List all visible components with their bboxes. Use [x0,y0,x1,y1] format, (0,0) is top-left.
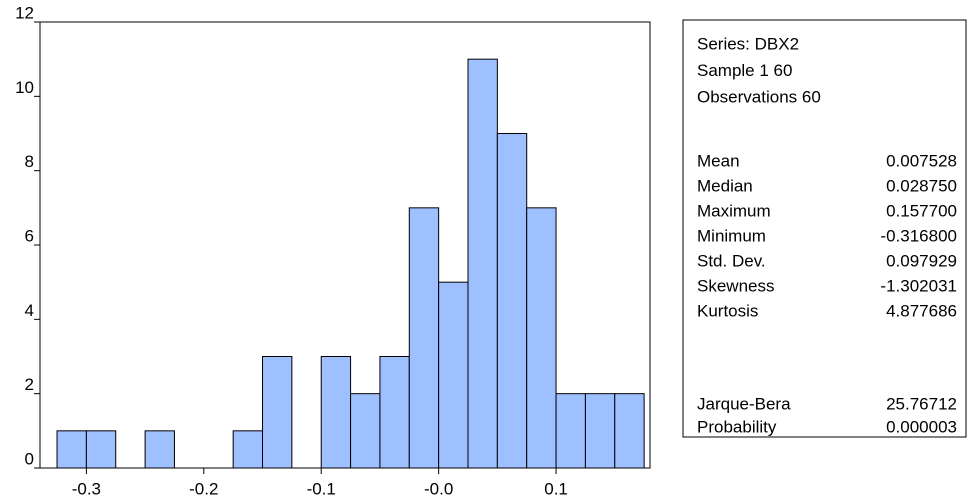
stats-box [682,19,967,438]
stat-label: Kurtosis [697,301,758,320]
histogram-bar [320,356,352,469]
stats-header: Observations 60 [697,87,821,106]
histogram-bar [85,430,117,469]
test-value: 0.000003 [886,417,957,436]
histogram-bar [232,430,264,469]
y-tick-label: 0 [25,449,34,468]
test-label: Probability [697,417,777,436]
stat-label: Minimum [697,226,766,245]
stat-value: -0.316800 [880,226,957,245]
test-label: Jarque-Bera [697,394,791,413]
x-tick-label: -0.1 [307,479,336,498]
stat-value: 4.877686 [886,301,957,320]
histogram-bar [408,207,440,469]
test-value: 25.76712 [886,394,957,413]
histogram-bar [467,58,498,469]
stat-label: Median [697,176,753,195]
x-tick-label: -0.0 [424,479,453,498]
x-tick-label: 0.1 [544,479,568,498]
x-tick-label: -0.2 [189,479,218,498]
histogram-bar [614,393,645,469]
y-tick-label: 12 [15,3,34,22]
y-tick-label: 10 [15,78,34,97]
histogram-bar [262,356,293,469]
histogram-bar [555,393,586,469]
y-tick-label: 4 [25,301,34,320]
histogram-bar [379,356,410,469]
stat-value: 0.097929 [886,251,957,270]
histogram-bar [438,281,469,469]
stats-header: Series: DBX2 [697,34,799,53]
y-tick-label: 2 [25,375,34,394]
stat-label: Std. Dev. [697,251,766,270]
stat-label: Maximum [697,201,771,220]
stat-value: 0.028750 [886,176,957,195]
stat-value: 0.007528 [886,151,957,170]
stats-header: Sample 1 60 [697,61,792,80]
histogram-bar [56,430,87,469]
stat-label: Skewness [697,276,774,295]
x-tick-label: -0.3 [72,479,101,498]
y-tick-label: 8 [25,152,34,171]
histogram-bar [496,133,528,469]
y-tick-label: 6 [25,226,34,245]
histogram-bar [350,393,381,469]
histogram-bar [584,393,616,469]
stat-value: -1.302031 [880,276,957,295]
stat-value: 0.157700 [886,201,957,220]
stat-label: Mean [697,151,740,170]
histogram-bar [144,430,175,469]
histogram-bar [526,207,557,469]
